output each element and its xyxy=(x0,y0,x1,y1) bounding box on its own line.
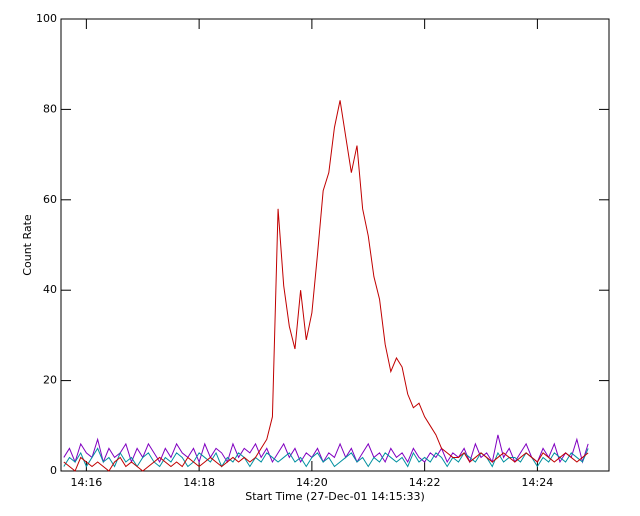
y-axis-title: Count Rate xyxy=(21,214,34,276)
x-tick-label: 14:22 xyxy=(409,476,441,489)
data-line xyxy=(63,447,589,468)
y-tick-label: 40 xyxy=(43,283,57,296)
x-tick-label: 14:16 xyxy=(71,476,103,489)
x-tick-label: 14:20 xyxy=(296,476,328,489)
data-line xyxy=(63,434,589,464)
y-tick-label: 60 xyxy=(43,193,57,206)
x-axis-title: Start Time (27-Dec-01 14:15:33) xyxy=(245,490,425,503)
x-tick-label: 14:18 xyxy=(183,476,215,489)
plot-frame xyxy=(60,18,610,472)
y-tick-label: 20 xyxy=(43,374,57,387)
y-tick-label: 0 xyxy=(50,464,57,477)
x-tick-label: 14:24 xyxy=(522,476,554,489)
y-tick-label: 80 xyxy=(43,102,57,115)
data-line xyxy=(63,100,589,472)
y-tick-label: 100 xyxy=(36,12,57,25)
